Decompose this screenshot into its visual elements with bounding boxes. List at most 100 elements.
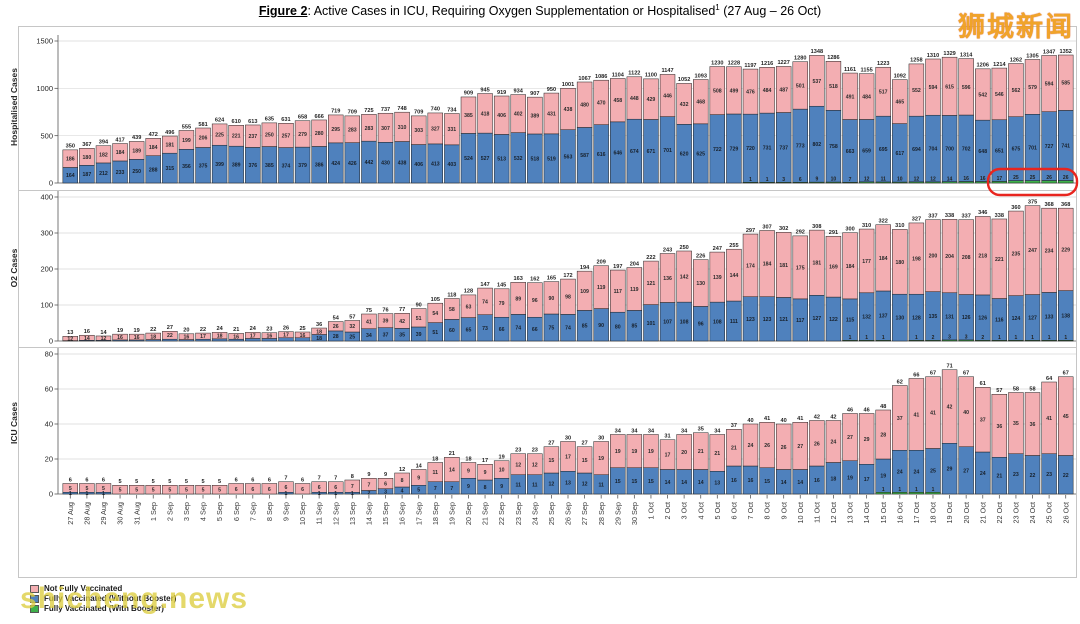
bar-pink-label: 501 xyxy=(796,83,805,89)
bar-pink-label: 119 xyxy=(630,287,638,293)
bar-seg-not-fully-vaccinated xyxy=(842,72,858,120)
x-axis-date-label: 4 Sep xyxy=(199,502,208,521)
bar-seg-not-fully-vaccinated xyxy=(361,114,377,142)
bar-pink-label: 585 xyxy=(1061,81,1070,87)
bar-seg-not-fully-vaccinated xyxy=(593,441,609,475)
bar-blue-label: 212 xyxy=(99,171,108,177)
bar-pink-label: 21 xyxy=(714,451,720,457)
bar-pink-label: 310 xyxy=(398,125,407,131)
bar-seg-not-fully-vaccinated xyxy=(228,125,244,147)
bar-blue-label: 128 xyxy=(912,315,921,321)
y-tick-label: 60 xyxy=(45,385,53,394)
bar-total-label: 58 xyxy=(1013,386,1019,392)
x-axis-date-label: 31 Aug xyxy=(132,502,141,525)
bar-blue-label: 648 xyxy=(978,149,987,155)
bar-blue-label: 18 xyxy=(316,336,322,342)
bar-pink-label: 19 xyxy=(631,449,637,455)
bar-blue-label: 9 xyxy=(467,484,470,490)
bar-seg-not-fully-vaccinated xyxy=(593,79,609,125)
x-axis-date-label: 7 Sep xyxy=(248,502,257,521)
bar-total-label: 610 xyxy=(232,119,241,125)
bar-total-label: 368 xyxy=(1061,202,1070,208)
bar-pink-label: 432 xyxy=(680,102,689,108)
bar-total-label: 934 xyxy=(514,88,524,94)
x-axis-date-label: 24 Oct xyxy=(1028,502,1037,524)
bar-blue-label: 7 xyxy=(434,486,437,492)
bar-blue-label: 442 xyxy=(365,160,374,166)
bar-pink-label: 6 xyxy=(285,485,288,491)
bar-blue-label: 24 xyxy=(980,471,986,477)
bar-seg-not-fully-vaccinated xyxy=(328,481,344,493)
bar-total-label: 1052 xyxy=(678,77,690,83)
bar-total-label: 25 xyxy=(299,326,305,332)
bar-total-label: 71 xyxy=(946,364,952,370)
bar-pink-label: 130 xyxy=(696,281,705,287)
bar-seg-not-fully-vaccinated xyxy=(410,308,427,328)
x-axis-date-label: 2 Sep xyxy=(165,502,174,521)
bar-seg-not-fully-vaccinated xyxy=(261,332,278,339)
bar-pink-label: 468 xyxy=(696,100,705,106)
x-axis-date-label: 18 Sep xyxy=(431,502,440,525)
bar-blue-label: 389 xyxy=(232,163,241,169)
bar-pink-label: 18 xyxy=(316,329,322,335)
bar-total-label: 1092 xyxy=(894,73,906,79)
bar-total-label: 360 xyxy=(1011,205,1020,211)
bar-pink-label: 5 xyxy=(168,488,171,494)
bar-blue-label: 1 xyxy=(85,491,88,497)
bar-total-label: 6 xyxy=(268,477,271,483)
bar-total-label: 42 xyxy=(814,414,820,420)
bar-seg-not-fully-vaccinated xyxy=(742,68,759,115)
bar-seg-not-fully-vaccinated xyxy=(643,78,659,120)
bar-total-label: 1206 xyxy=(977,63,989,69)
bar-blue-label: 14 xyxy=(681,480,687,486)
bar-pink-label: 119 xyxy=(597,285,605,291)
bar-seg-not-fully-vaccinated xyxy=(261,483,278,495)
bar-total-label: 76 xyxy=(382,307,388,313)
bar-total-label: 255 xyxy=(729,243,738,249)
bar-blue-label: 399 xyxy=(215,162,224,168)
x-axis-date-label: 8 Oct xyxy=(763,502,772,519)
bar-total-label: 6 xyxy=(69,477,72,483)
bar-total-label: 21 xyxy=(449,451,455,457)
bar-pink-label: 5 xyxy=(102,486,105,492)
bar-pink-label: 221 xyxy=(995,257,1004,263)
bar-total-label: 291 xyxy=(829,230,838,236)
x-axis-date-label: 9 Sep xyxy=(282,502,291,521)
bar-blue-label: 233 xyxy=(116,170,125,176)
bar-seg-not-fully-vaccinated xyxy=(444,298,460,320)
bar-seg-not-fully-vaccinated xyxy=(245,332,261,339)
bar-total-label: 34 xyxy=(615,428,622,434)
bar-green-label: 25 xyxy=(1013,175,1019,181)
bar-total-label: 1347 xyxy=(1043,49,1055,55)
bar-seg-not-fully-vaccinated xyxy=(792,235,808,300)
bar-green-label: 10 xyxy=(897,177,903,183)
bar-pink-label: 142 xyxy=(680,275,689,281)
bar-total-label: 310 xyxy=(895,223,904,229)
x-axis-date-label: 14 Oct xyxy=(862,502,871,524)
x-axis-date-label: 20 Oct xyxy=(962,502,971,524)
bar-pink-label: 21 xyxy=(731,446,737,452)
bar-total-label: 20 xyxy=(183,328,189,334)
bar-green-label: 1 xyxy=(932,487,935,493)
bar-pink-label: 184 xyxy=(846,264,855,270)
bar-seg-not-fully-vaccinated xyxy=(79,334,95,341)
bar-total-label: 58 xyxy=(1029,386,1035,392)
bar-total-label: 1230 xyxy=(711,60,723,66)
bar-pink-label: 32 xyxy=(349,324,355,330)
bar-green-label: 7 xyxy=(849,177,852,183)
y-tick-label: 500 xyxy=(40,131,53,140)
bar-blue-label: 1 xyxy=(318,491,321,497)
x-axis-date-label: 21 Sep xyxy=(481,502,490,525)
bar-total-label: 19 xyxy=(134,328,140,334)
bar-seg-not-fully-vaccinated xyxy=(344,115,361,143)
bar-pink-label: 39 xyxy=(383,319,389,325)
bar-seg-not-fully-vaccinated xyxy=(493,460,510,479)
bar-seg-not-fully-vaccinated xyxy=(62,336,78,341)
bar-total-label: 6 xyxy=(301,477,304,483)
bar-seg-not-fully-vaccinated xyxy=(709,66,726,115)
y-axis-title-o2: O2 Cases xyxy=(9,248,19,288)
bar-seg-not-fully-vaccinated xyxy=(278,331,294,339)
bar-seg-not-fully-vaccinated xyxy=(344,479,361,493)
bar-blue-label: 122 xyxy=(829,317,838,323)
x-axis-date-label: 1 Sep xyxy=(149,502,158,521)
